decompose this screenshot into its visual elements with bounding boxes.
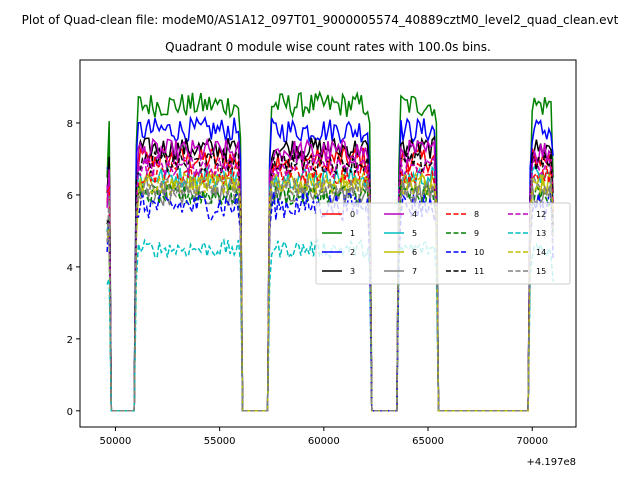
legend-label-13: 13 [536,229,546,238]
legend-label-6: 6 [412,248,417,257]
series-line-15 [106,176,554,412]
legend-label-11: 11 [474,267,484,276]
plot-area [79,59,577,428]
x-offset-label: +4.197e8 [526,457,576,468]
legend-label-0: 0 [350,210,355,219]
legend-label-9: 9 [474,229,479,238]
series-line-10 [106,189,554,412]
y-tick-label: 6 [67,191,73,202]
plot-frame [79,59,577,428]
legend-label-4: 4 [412,210,417,219]
legend-label-8: 8 [474,210,479,219]
series-lines [106,90,554,412]
y-tick-label: 4 [67,263,73,274]
chart-suptitle: Plot of Quad-clean file: modeM0/AS1A12_0… [22,13,619,27]
legend-label-10: 10 [474,248,484,257]
legend-label-5: 5 [412,229,417,238]
legend-label-3: 3 [350,267,355,276]
x-tick-label: 65000 [412,436,444,447]
legend-label-7: 7 [412,267,417,276]
x-tick-label: 50000 [100,436,132,447]
x-tick-label: 60000 [308,436,340,447]
legend-box [315,202,571,285]
y-tick-label: 2 [67,335,73,346]
y-axis: 0 2 4 6 8 [67,119,80,418]
legend-label-12: 12 [536,210,546,219]
legend-label-15: 15 [536,267,546,276]
y-tick-label: 0 [67,407,73,418]
y-tick-label: 8 [67,119,73,130]
chart-title: Quadrant 0 module wise count rates with … [165,40,491,54]
x-tick-label: 55000 [204,436,236,447]
x-axis: 50000 55000 60000 65000 70000 [100,427,548,447]
legend-label-1: 1 [350,229,355,238]
legend-label-2: 2 [350,248,355,257]
x-tick-label: 70000 [516,436,548,447]
legend-label-14: 14 [536,248,546,257]
